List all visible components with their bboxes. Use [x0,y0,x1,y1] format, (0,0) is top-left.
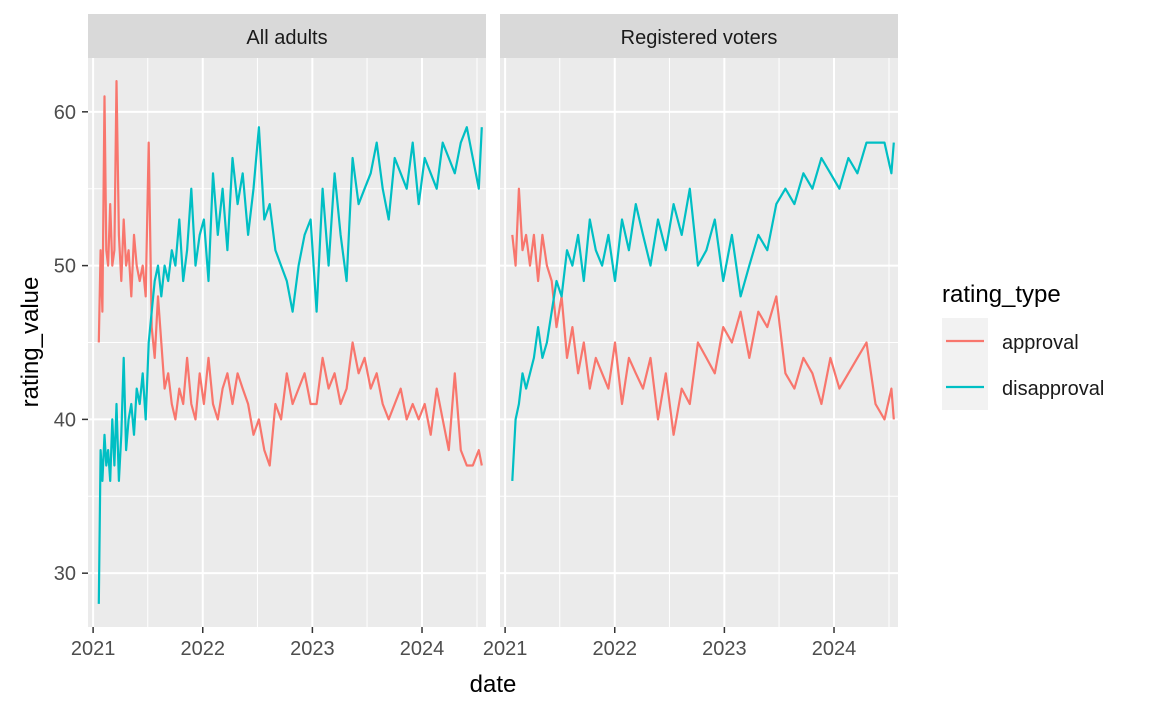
legend-key-background [942,318,988,410]
y-tick-label: 40 [54,409,76,431]
facet-strip [500,14,898,58]
y-tick-label: 30 [54,563,76,585]
facet-panel-1: All adults [88,14,486,627]
facet-strip [88,14,486,58]
x-tick-label: 2021 [71,638,116,660]
x-tick-label: 2022 [592,638,637,660]
series-line-approval [97,79,483,467]
x-tick-label: 2024 [400,638,445,660]
y-axis-title: rating_value [17,277,44,408]
x-tick-label: 2023 [290,638,335,660]
y-tick-label: 60 [54,102,76,124]
facet-panel-2: Registered voters [500,14,898,627]
legend-label-approval: approval [1002,332,1079,354]
series-line-approval [511,187,895,436]
x-tick-label: 2023 [702,638,747,660]
facet-strip-label: All adults [246,27,327,49]
legend-label-disapproval: disapproval [1002,378,1104,400]
series-line-disapproval [97,126,483,604]
legend: rating_type approval disapproval [942,281,1104,410]
x-axis-title: date [470,671,517,698]
series-line-disapproval [511,141,895,481]
facet-strip-label: Registered voters [621,27,778,49]
x-tick-label: 2021 [483,638,528,660]
y-tick-label: 50 [54,256,76,278]
x-tick-label: 2022 [180,638,225,660]
legend-title: rating_type [942,281,1061,308]
x-tick-label: 2024 [812,638,857,660]
